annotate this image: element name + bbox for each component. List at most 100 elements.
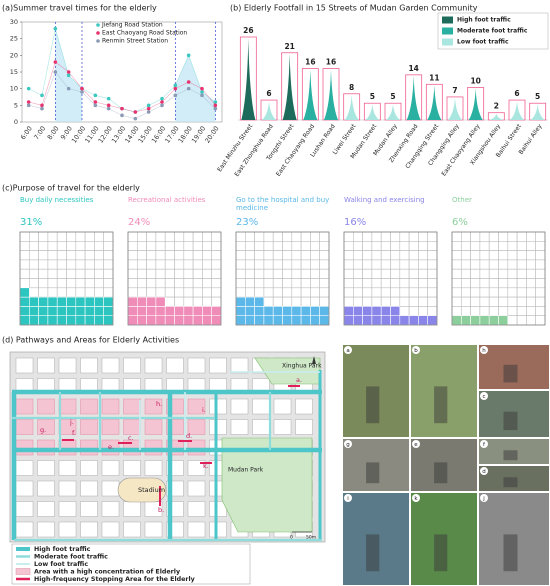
waffle-cell	[380, 287, 391, 298]
waffle-cell	[300, 259, 311, 270]
waffle-filled-cell	[245, 296, 255, 307]
waffle-cell	[516, 306, 527, 316]
waffle-cell	[84, 250, 95, 261]
waffle-filled-cell	[146, 315, 157, 326]
waffle-cell	[380, 231, 391, 242]
data-point	[186, 53, 191, 58]
waffle-cell	[343, 268, 354, 279]
percent-label: 16%	[344, 217, 366, 228]
waffle-cell	[19, 231, 30, 242]
photo-detail	[434, 462, 448, 484]
waffle-cell	[479, 296, 490, 307]
waffle-cell	[19, 250, 30, 261]
photo-detail	[503, 450, 518, 461]
map-marker: i.	[202, 406, 206, 414]
waffle-cell	[300, 250, 311, 261]
bar-spike	[468, 88, 483, 120]
map-block	[37, 419, 55, 435]
waffle-filled-cell	[235, 315, 246, 326]
x-tick-label: 8:00	[46, 125, 61, 142]
map-block	[101, 357, 120, 374]
waffle-cell	[47, 278, 58, 289]
waffle-cell	[19, 241, 30, 251]
data-point	[173, 83, 178, 88]
waffle-filled-cell	[155, 296, 166, 307]
waffle-cell	[470, 241, 481, 251]
x-tick-label: 6:00	[19, 125, 34, 142]
waffle-cell	[488, 306, 499, 316]
waffle-cell	[56, 241, 67, 251]
waffle-filled-cell	[75, 306, 86, 316]
waffle-filled-cell	[427, 315, 438, 326]
waffle-cell	[362, 268, 373, 279]
waffle-cell	[460, 259, 471, 270]
photo-label: k	[414, 496, 418, 502]
waffle-cell	[479, 250, 490, 261]
waffle-cell	[164, 259, 175, 270]
waffle-cell	[399, 296, 410, 307]
waffle-cell	[84, 287, 95, 298]
waffle-filled-cell	[94, 315, 105, 326]
waffle-filled-cell	[38, 296, 49, 307]
waffle-filled-cell	[66, 306, 77, 316]
waffle-cell	[94, 278, 105, 289]
waffle-cell	[282, 287, 293, 298]
waffle-cell	[516, 268, 527, 279]
waffle-cell	[507, 250, 518, 261]
waffle-filled-cell	[47, 315, 58, 326]
waffle-cell	[183, 278, 194, 289]
waffle-cell	[498, 306, 509, 316]
map-block	[80, 419, 98, 435]
waffle-cell	[174, 241, 185, 251]
waffle-cell	[488, 278, 499, 289]
data-point	[160, 100, 164, 104]
value-label: 5	[370, 92, 375, 101]
map-block	[252, 419, 270, 435]
bar-spike	[303, 69, 318, 120]
data-point	[66, 86, 71, 91]
waffle-filled-cell	[202, 306, 212, 316]
percent-label: 23%	[236, 217, 258, 228]
data-point	[186, 86, 191, 91]
waffle-filled-cell	[174, 306, 185, 316]
scale-label: 50m	[306, 535, 316, 541]
photo-badge	[344, 494, 352, 502]
waffle-cell	[408, 231, 419, 242]
waffle-cell	[399, 250, 410, 261]
waffle-cell	[343, 278, 354, 289]
place-label: Stadium	[138, 486, 165, 494]
waffle-cell	[300, 268, 311, 279]
waffle-cell	[399, 259, 410, 270]
map-block	[295, 419, 313, 435]
waffle-cell	[427, 278, 438, 289]
waffle-frame	[19, 231, 114, 326]
map-block	[166, 357, 184, 374]
waffle-filled-cell	[164, 315, 175, 326]
waffle-cell	[371, 268, 382, 279]
waffle-cell	[380, 259, 391, 270]
waffle-filled-cell	[146, 296, 157, 307]
waffle-cell	[263, 241, 274, 251]
x-tick-label: 7:00	[32, 125, 47, 142]
waffle-cell	[319, 241, 330, 251]
waffle-filled-cell	[371, 315, 382, 326]
bar-spike	[427, 85, 442, 120]
x-tick-label: 20:00	[203, 125, 220, 145]
waffle-cell	[254, 241, 265, 251]
map-title: (d) Pathways and Areas for Elderly Activ…	[2, 336, 179, 345]
waffle-cell	[380, 241, 391, 251]
waffle-cell	[418, 287, 428, 298]
waffle-cell	[56, 231, 67, 242]
waffle-filled-cell	[183, 306, 194, 316]
waffle-cell	[155, 278, 166, 289]
waffle-cell	[254, 278, 265, 289]
data-point	[133, 110, 138, 114]
waffle-cell	[56, 259, 67, 270]
percent-label: 6%	[452, 217, 468, 228]
legend-swatch	[442, 27, 453, 35]
waffle-cell	[245, 250, 255, 261]
waffle-cell	[211, 231, 222, 242]
map-marker: c.	[128, 434, 134, 442]
waffle-cell	[291, 250, 302, 261]
